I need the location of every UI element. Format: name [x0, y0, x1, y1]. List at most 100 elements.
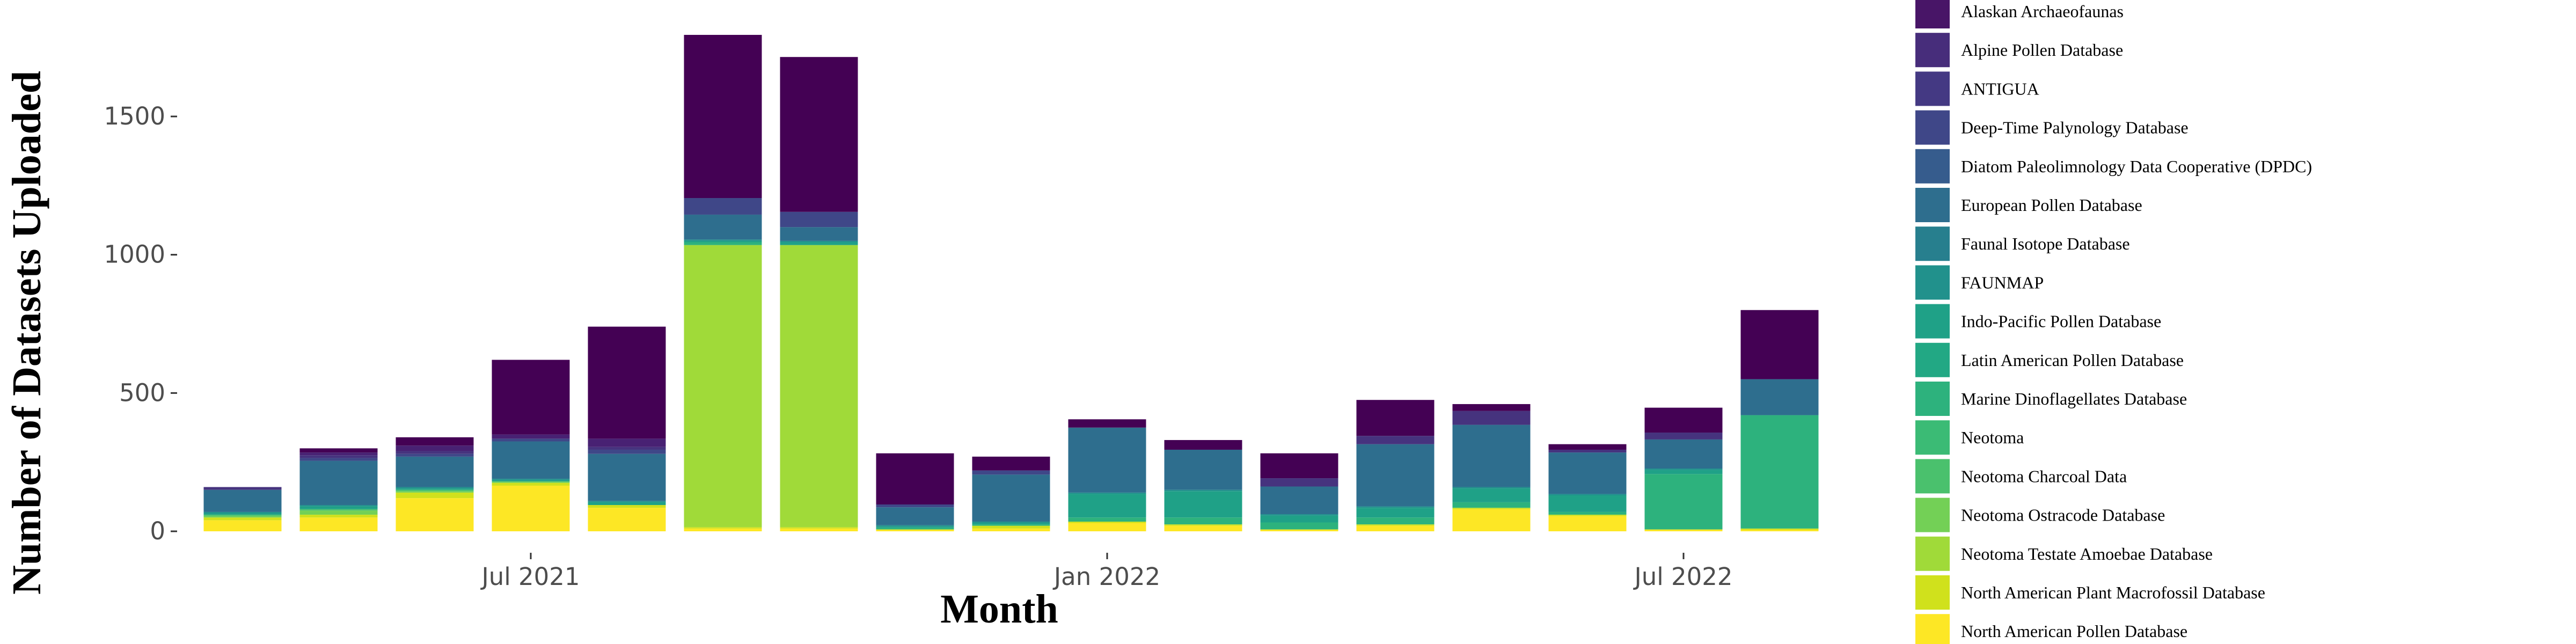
legend-swatch [1914, 341, 1951, 378]
bar-segment [684, 214, 762, 240]
plot-area [203, 34, 1819, 531]
legend-swatch [1914, 32, 1951, 69]
legend-swatch [1914, 264, 1951, 301]
bar-segment [1644, 407, 1723, 433]
bar-segment [876, 526, 954, 528]
legend-swatch [1914, 187, 1951, 223]
bar-segment [492, 441, 570, 479]
bar-segment [299, 458, 378, 461]
bar-segment [1260, 522, 1338, 530]
bar-segment [1356, 524, 1435, 526]
bar-segment [396, 445, 474, 451]
bar-segment [1356, 525, 1435, 531]
bar-segment [203, 489, 282, 512]
bar-segment [1644, 529, 1723, 530]
bar-segment [396, 487, 474, 489]
bar-segment [1164, 449, 1242, 490]
bar-segment [1356, 506, 1435, 508]
bar-segment [299, 455, 378, 458]
bar-segment [203, 517, 282, 521]
legend-label: Indo-Pacific Pollen Database [1961, 312, 2161, 331]
bar-segment [1164, 440, 1242, 450]
legend-label: Alaskan Archaeofaunas [1961, 2, 2124, 21]
bar-segment [1068, 494, 1146, 518]
bar-segment [780, 242, 858, 245]
bar-segment [876, 525, 954, 527]
bar-segment [780, 240, 858, 243]
bar-segment [1164, 517, 1242, 525]
bar-segment [1356, 508, 1435, 518]
bar-segment [588, 326, 666, 439]
bar-segment [1644, 433, 1723, 440]
bar-segment [396, 498, 474, 531]
bar-segment [1740, 379, 1819, 415]
bar-segment [1452, 487, 1531, 489]
bar-segment [684, 198, 762, 215]
bar-segment [299, 452, 378, 456]
legend-swatch [1914, 109, 1951, 146]
bar-segment [1548, 494, 1627, 496]
bar-segment [299, 515, 378, 518]
bar-segment [1260, 478, 1338, 487]
y-tick-label: 0 [150, 517, 165, 545]
bar-segment [1452, 488, 1531, 502]
legend-swatch [1914, 303, 1951, 340]
bar-segment [492, 482, 570, 486]
bar-segment [780, 57, 858, 212]
bar-segment [1452, 502, 1531, 508]
bar-segment [876, 453, 954, 505]
bar-segment [684, 34, 762, 199]
bar-segment [1356, 436, 1435, 444]
bar-segment [684, 242, 762, 245]
y-axis: 0 500 1000 1500 [104, 102, 177, 545]
bar-segment [492, 434, 570, 439]
bar-segment [972, 470, 1050, 475]
bar-segment [588, 502, 666, 506]
bar-segment [203, 515, 282, 516]
bar-segment [1740, 415, 1819, 529]
bar-segment [588, 501, 666, 502]
bar-segment [396, 456, 474, 487]
bar-segment [396, 492, 474, 499]
x-axis-title: Month [940, 587, 1058, 632]
bar-segment [684, 528, 762, 531]
bar-segment [1356, 517, 1435, 525]
bar-segment [972, 525, 1050, 529]
bar-segment [684, 240, 762, 243]
bar-segment [492, 479, 570, 480]
legend-swatch [1914, 496, 1951, 533]
bar-segment [1260, 530, 1338, 531]
bar-segment [299, 448, 378, 453]
bar-segment [203, 513, 282, 515]
bar-segment [1356, 444, 1435, 507]
bar-segment [299, 460, 378, 506]
bar-segment [1644, 439, 1723, 469]
bar-segment [1260, 514, 1338, 516]
legend-swatch [1914, 458, 1951, 495]
bar-segment [780, 211, 858, 228]
bar-segment [203, 487, 282, 490]
legend-label: Neotoma Charcoal Data [1961, 466, 2127, 486]
bar-segment [1068, 517, 1146, 522]
bar-segment [299, 506, 378, 509]
bar-segment [972, 521, 1050, 523]
bar-segment [1164, 489, 1242, 492]
y-tick-label: 500 [119, 378, 165, 407]
bar-segment [684, 245, 762, 528]
bar-segment [588, 447, 666, 450]
bar-segment [492, 480, 570, 482]
bar-segment [1068, 521, 1146, 523]
legend-label: Faunal Isotope Database [1961, 234, 2130, 253]
bar-segment [1548, 515, 1627, 516]
bar-segment [1356, 400, 1435, 436]
bar-segment [684, 239, 762, 241]
bar-segment [492, 438, 570, 442]
bar-segment [684, 527, 762, 529]
bar-segment [972, 528, 1050, 531]
bar-segment [1260, 486, 1338, 515]
legend-label: European Pollen Database [1961, 195, 2142, 215]
bar-segment [876, 507, 954, 525]
bar-segment [299, 505, 378, 507]
bar-segment [1548, 452, 1627, 494]
